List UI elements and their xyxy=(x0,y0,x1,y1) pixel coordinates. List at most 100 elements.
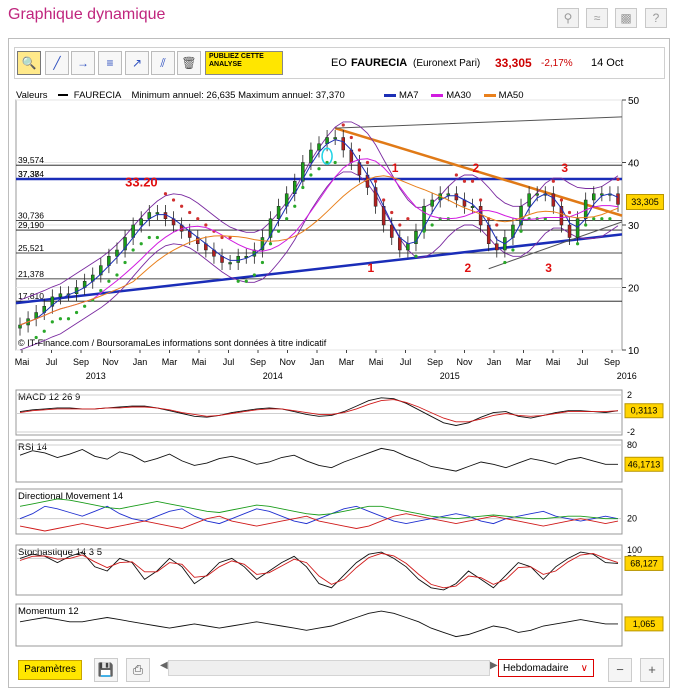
parabolic-sar-dot xyxy=(139,242,143,246)
annotation-high-number: 2 xyxy=(473,161,480,175)
parabolic-sar-dot xyxy=(462,179,467,183)
horizontal-line-icon[interactable]: → xyxy=(71,51,95,75)
x-month-label: Jul xyxy=(223,357,235,367)
time-scrollbar[interactable] xyxy=(168,660,490,676)
horizontal-level-label: 29,190 xyxy=(18,220,44,230)
candle-body xyxy=(341,137,345,151)
indicator-title: Momentum 12 xyxy=(18,606,79,617)
parabolic-sar-dot xyxy=(236,279,240,283)
publish-analysis-button[interactable]: PUBLIEZ CETTE ANALYSE xyxy=(205,51,283,75)
parabolic-sar-dot xyxy=(592,217,596,221)
parabolic-sar-dot xyxy=(608,217,612,221)
parabolic-sar-dot xyxy=(600,217,604,221)
zoom-tool-icon[interactable]: 🔍 xyxy=(17,51,41,75)
parabolic-sar-dot xyxy=(390,210,394,215)
legend-swatch-ma30 xyxy=(431,93,444,97)
horizontal-level-label: 21,378 xyxy=(18,269,44,279)
parabolic-sar-dot xyxy=(180,204,184,208)
fibonacci-icon[interactable]: ≡ xyxy=(98,51,122,75)
x-month-label: Nov xyxy=(279,357,296,367)
indicator-series-line xyxy=(19,551,619,591)
parabolic-sar-dot xyxy=(584,223,588,227)
parabolic-sar-dot xyxy=(357,148,362,152)
trend-icon[interactable]: ↗ xyxy=(125,51,149,75)
parabolic-sar-dot xyxy=(58,317,63,321)
parabolic-sar-dot xyxy=(325,160,329,165)
market-name: (Euronext Pari) xyxy=(413,58,481,69)
x-month-label: Jan xyxy=(487,357,502,367)
zoom-out-icon[interactable]: − xyxy=(608,658,632,682)
indicator-series-line xyxy=(19,397,619,426)
parabolic-sar-dot xyxy=(163,192,168,196)
search-icon[interactable]: ⚲ xyxy=(557,8,579,28)
zoom-in-icon[interactable]: + xyxy=(640,658,664,682)
period-select[interactable]: Hebdomadaire ∨ xyxy=(498,659,594,677)
candle-body xyxy=(333,137,337,140)
legend-series-name: FAURECIA xyxy=(73,90,121,101)
chevron-down-icon: ∨ xyxy=(580,663,588,674)
candle-body xyxy=(268,218,273,238)
trash-icon[interactable]: 🗑 xyxy=(177,51,201,75)
line-chart-icon[interactable]: ≈ xyxy=(586,8,608,28)
parameters-button[interactable]: Paramètres xyxy=(18,660,82,680)
parabolic-sar-dot xyxy=(66,317,71,321)
candle-body xyxy=(446,193,451,196)
indicator-value-label: 0,3113 xyxy=(631,406,658,416)
downtrend-line-orange xyxy=(334,126,623,217)
parabolic-sar-dot xyxy=(34,335,38,340)
y-tick-label: 50 xyxy=(628,96,640,107)
indicator-title: Stochastique 14 3 5 xyxy=(18,547,102,558)
parabolic-sar-dot xyxy=(50,320,54,324)
last-price: 33,305 xyxy=(495,56,532,70)
y-tick-label: 40 xyxy=(628,159,640,170)
candle-body xyxy=(123,237,127,251)
parabolic-sar-dot xyxy=(285,217,289,221)
indicator-series-line xyxy=(19,513,619,532)
ma7-line xyxy=(19,139,619,326)
indicator-value-badge xyxy=(624,403,664,419)
scroll-right-icon[interactable]: ▶ xyxy=(490,660,498,671)
scroll-left-icon[interactable]: ◀ xyxy=(160,660,168,671)
parabolic-sar-dot xyxy=(422,229,426,233)
x-month-label: Mai xyxy=(192,357,207,367)
parabolic-sar-dot xyxy=(309,173,313,177)
candle-body xyxy=(616,193,620,205)
x-month-label: Nov xyxy=(456,357,473,367)
parabolic-sar-dot xyxy=(559,198,564,202)
parabolic-sar-dot xyxy=(511,248,515,252)
help-icon[interactable]: ? xyxy=(645,8,667,28)
x-month-label: Sep xyxy=(73,357,89,367)
candle-body xyxy=(260,237,265,251)
parabolic-sar-dot xyxy=(430,223,434,227)
indicator-panel-frame xyxy=(15,603,623,647)
save-icon[interactable]: 💾 xyxy=(94,658,118,682)
annotation-high-number: 1 xyxy=(392,161,399,175)
indicator-title: RSI 14 xyxy=(18,442,47,453)
horizontal-level-label: 25,521 xyxy=(18,243,44,253)
candle-body xyxy=(389,224,394,238)
stock-name: FAURECIA xyxy=(351,57,408,69)
parallel-lines-icon[interactable]: ⫽ xyxy=(151,51,175,75)
main-legend: Valeurs FAURECIA Minimum annuel: 26,635 … xyxy=(16,90,345,101)
annotation-high-label: 33.20 xyxy=(125,175,158,190)
indicator-tick-label: 80 xyxy=(627,440,637,450)
print-icon[interactable]: ⎙ xyxy=(126,658,150,682)
parabolic-sar-dot xyxy=(155,235,159,240)
legend-ma50: MA50 xyxy=(498,90,524,101)
horizontal-level-label: 30,736 xyxy=(18,210,44,220)
parabolic-sar-dot xyxy=(276,229,281,233)
x-month-label: Mai xyxy=(369,357,384,367)
parabolic-sar-dot xyxy=(479,198,483,202)
bar-chart-icon[interactable]: ▩ xyxy=(615,8,637,28)
x-year-label: 2013 xyxy=(86,371,106,381)
x-month-label: Nov xyxy=(102,357,119,367)
parabolic-sar-dot xyxy=(373,179,378,183)
candle-body xyxy=(430,199,434,207)
indicator-title: MACD 12 26 9 xyxy=(18,392,80,403)
parabolic-sar-dot xyxy=(616,177,620,181)
x-month-label: Mai xyxy=(15,357,30,367)
parabolic-sar-dot xyxy=(567,210,572,215)
draw-line-icon[interactable]: ╱ xyxy=(45,51,69,75)
parabolic-sar-dot xyxy=(268,242,273,246)
